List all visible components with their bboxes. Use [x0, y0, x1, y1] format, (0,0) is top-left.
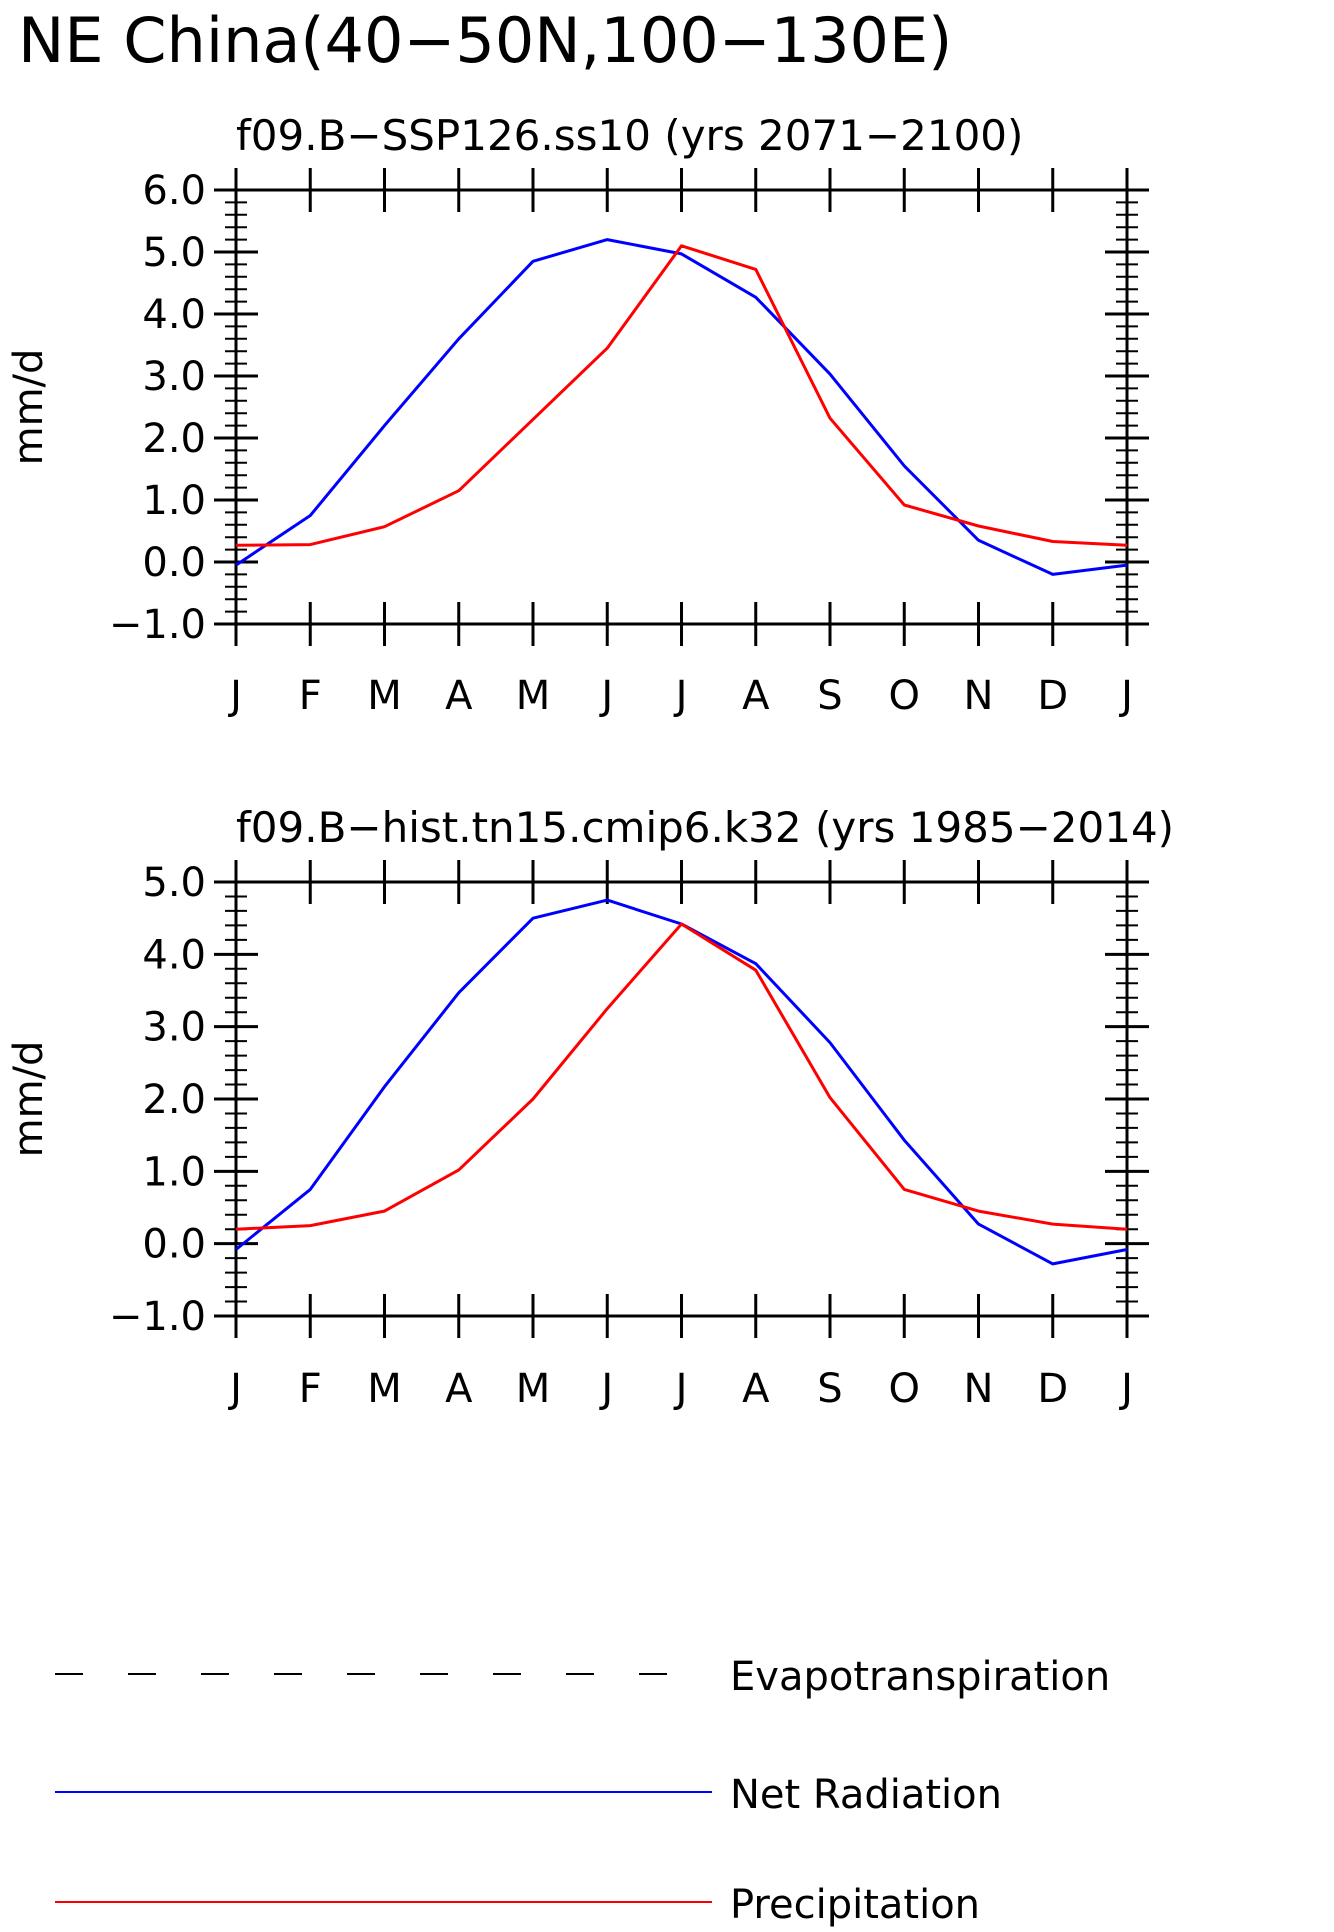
legend-label-net-radiation: Net Radiation: [730, 1772, 1002, 1818]
x-tick-label: O: [889, 673, 920, 719]
x-tick-label: F: [299, 1366, 322, 1412]
series-line-net-radiation: [235, 898, 1128, 1266]
y-tick-label: 3.0: [142, 1005, 206, 1051]
x-tick-label: D: [1037, 673, 1068, 719]
x-tick-label: J: [598, 673, 613, 719]
x-tick-label: M: [516, 673, 551, 719]
chart-panel-1: f09.B−SSP126.ss10 (yrs 2071−2100) mm/d −1.…: [6, 111, 1149, 719]
y-axis-label: mm/d: [6, 1041, 52, 1158]
x-tick-label: O: [889, 1366, 920, 1412]
x-tick-label: J: [1118, 1366, 1133, 1412]
x-tick-label: A: [445, 673, 473, 719]
y-tick-label: 2.0: [142, 1077, 206, 1123]
chart-title: f09.B−hist.tn15.cmip6.k32 (yrs 1985−2014…: [236, 803, 1174, 852]
x-tick-label: A: [742, 1366, 770, 1412]
x-tick-label: S: [817, 1366, 842, 1412]
y-tick-label: 0.0: [142, 540, 206, 586]
series-line-precipitation: [235, 244, 1128, 547]
y-tick-label: −1.0: [109, 602, 206, 648]
y-axis-label: mm/d: [6, 349, 52, 466]
y-tick-label: 4.0: [142, 932, 206, 978]
x-tick-label: J: [1118, 673, 1133, 719]
y-tick-label: −1.0: [109, 1294, 206, 1340]
x-tick-label: J: [673, 673, 688, 719]
legend-label-precipitation: Precipitation: [730, 1882, 980, 1927]
x-tick-label: N: [964, 1366, 994, 1412]
x-tick-label: M: [516, 1366, 551, 1412]
x-tick-label: S: [817, 673, 842, 719]
y-tick-label: 2.0: [142, 416, 206, 462]
x-tick-label: M: [367, 1366, 402, 1412]
x-tick-label: A: [445, 1366, 473, 1412]
x-tick-label: A: [742, 673, 770, 719]
charts-group: f09.B−SSP126.ss10 (yrs 2071−2100) mm/d −1.…: [6, 111, 1174, 1412]
series-line-net-radiation: [235, 238, 1128, 576]
x-tick-label: J: [227, 673, 242, 719]
y-tick-label: 5.0: [142, 860, 206, 906]
y-tick-label: 1.0: [142, 1149, 206, 1195]
main-title: NE China(40−50N,100−130E): [18, 4, 952, 77]
chart-title: f09.B−SSP126.ss10 (yrs 2071−2100): [236, 111, 1023, 160]
x-tick-label: F: [299, 673, 322, 719]
y-tick-label: 0.0: [142, 1222, 206, 1268]
y-tick-label: 3.0: [142, 354, 206, 400]
x-tick-label: M: [367, 673, 402, 719]
y-tick-label: 4.0: [142, 292, 206, 338]
x-tick-label: D: [1037, 1366, 1068, 1412]
legend: Evapotranspiration Net Radiation Precipi…: [55, 1654, 1110, 1928]
y-tick-label: 1.0: [142, 478, 206, 524]
x-tick-label: J: [227, 1366, 242, 1412]
chart-panel-2: f09.B−hist.tn15.cmip6.k32 (yrs 1985−2014…: [6, 803, 1174, 1412]
y-tick-label: 5.0: [142, 230, 206, 276]
y-tick-label: 6.0: [142, 168, 206, 214]
legend-label-evapotranspiration: Evapotranspiration: [730, 1654, 1110, 1700]
x-tick-label: J: [673, 1366, 688, 1412]
x-tick-label: N: [964, 673, 994, 719]
series-line-precipitation: [235, 922, 1128, 1231]
plot-frame: [234, 880, 1129, 1318]
x-tick-label: J: [598, 1366, 613, 1412]
